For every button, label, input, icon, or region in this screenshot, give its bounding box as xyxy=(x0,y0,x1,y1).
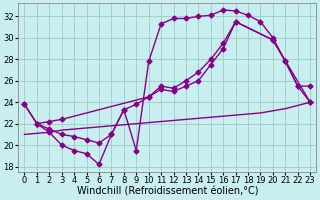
X-axis label: Windchill (Refroidissement éolien,°C): Windchill (Refroidissement éolien,°C) xyxy=(76,187,258,197)
